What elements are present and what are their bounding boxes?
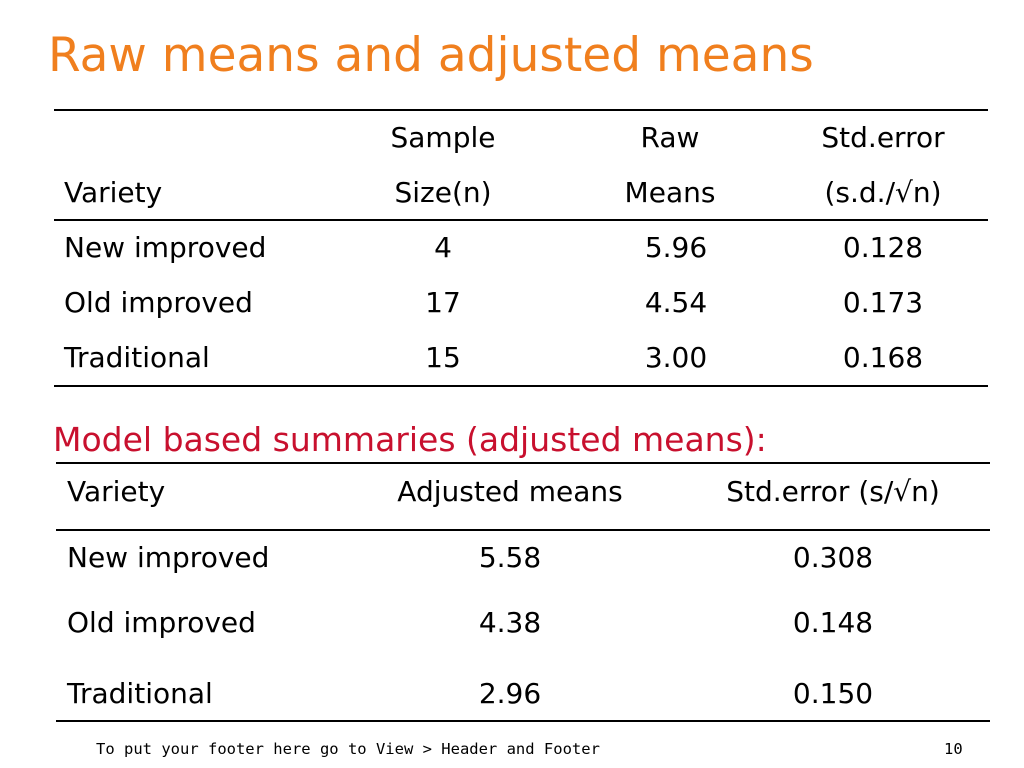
table-header-rule <box>54 219 988 221</box>
header-raw-line2: Means <box>624 176 716 209</box>
table-row-mean: 5.58 <box>478 541 542 574</box>
table-row-variety: Traditional <box>67 677 213 710</box>
header-variety: Variety <box>64 176 163 209</box>
table-row-se: 0.148 <box>792 606 874 639</box>
table-row-n: 17 <box>425 286 461 319</box>
table-top-rule <box>54 109 988 111</box>
table-row-se: 0.128 <box>842 231 924 264</box>
table-row-mean: 3.00 <box>644 341 708 374</box>
table-row-mean: 4.38 <box>478 606 542 639</box>
header-sample-line1: Sample <box>390 121 496 154</box>
table-row-n: 4 <box>434 231 452 264</box>
table-row-variety: Old improved <box>67 606 256 639</box>
table-top-rule <box>56 462 990 464</box>
table-bottom-rule <box>54 385 988 387</box>
model-section-title: Model based summaries (adjusted means): <box>53 420 767 459</box>
header-raw-line1: Raw <box>640 121 700 154</box>
table-row-variety: Old improved <box>64 286 253 319</box>
table-row-n: 15 <box>425 341 461 374</box>
header-se-line1: Std.error <box>821 121 945 154</box>
table-row-se: 0.308 <box>792 541 874 574</box>
page-number: 10 <box>944 740 963 758</box>
table-row-variety: New improved <box>64 231 267 264</box>
header-variety: Variety <box>67 475 166 508</box>
table-row-se: 0.173 <box>842 286 924 319</box>
table-row-mean: 2.96 <box>478 677 542 710</box>
header-std-error: Std.error (s/√n) <box>726 475 940 508</box>
slide-title: Raw means and adjusted means <box>48 28 814 83</box>
table-row-mean: 5.96 <box>644 231 708 264</box>
header-sample-line2: Size(n) <box>394 176 492 209</box>
table-bottom-rule <box>56 720 990 722</box>
table-row-variety: New improved <box>67 541 270 574</box>
table-row-se: 0.168 <box>842 341 924 374</box>
table-header-rule <box>56 529 990 531</box>
header-se-line2: (s.d./√n) <box>824 176 942 209</box>
table-row-variety: Traditional <box>64 341 210 374</box>
header-adjusted-means: Adjusted means <box>397 475 623 508</box>
slide-footer: To put your footer here go to View > Hea… <box>96 740 600 758</box>
table-row-se: 0.150 <box>792 677 874 710</box>
table-row-mean: 4.54 <box>644 286 708 319</box>
